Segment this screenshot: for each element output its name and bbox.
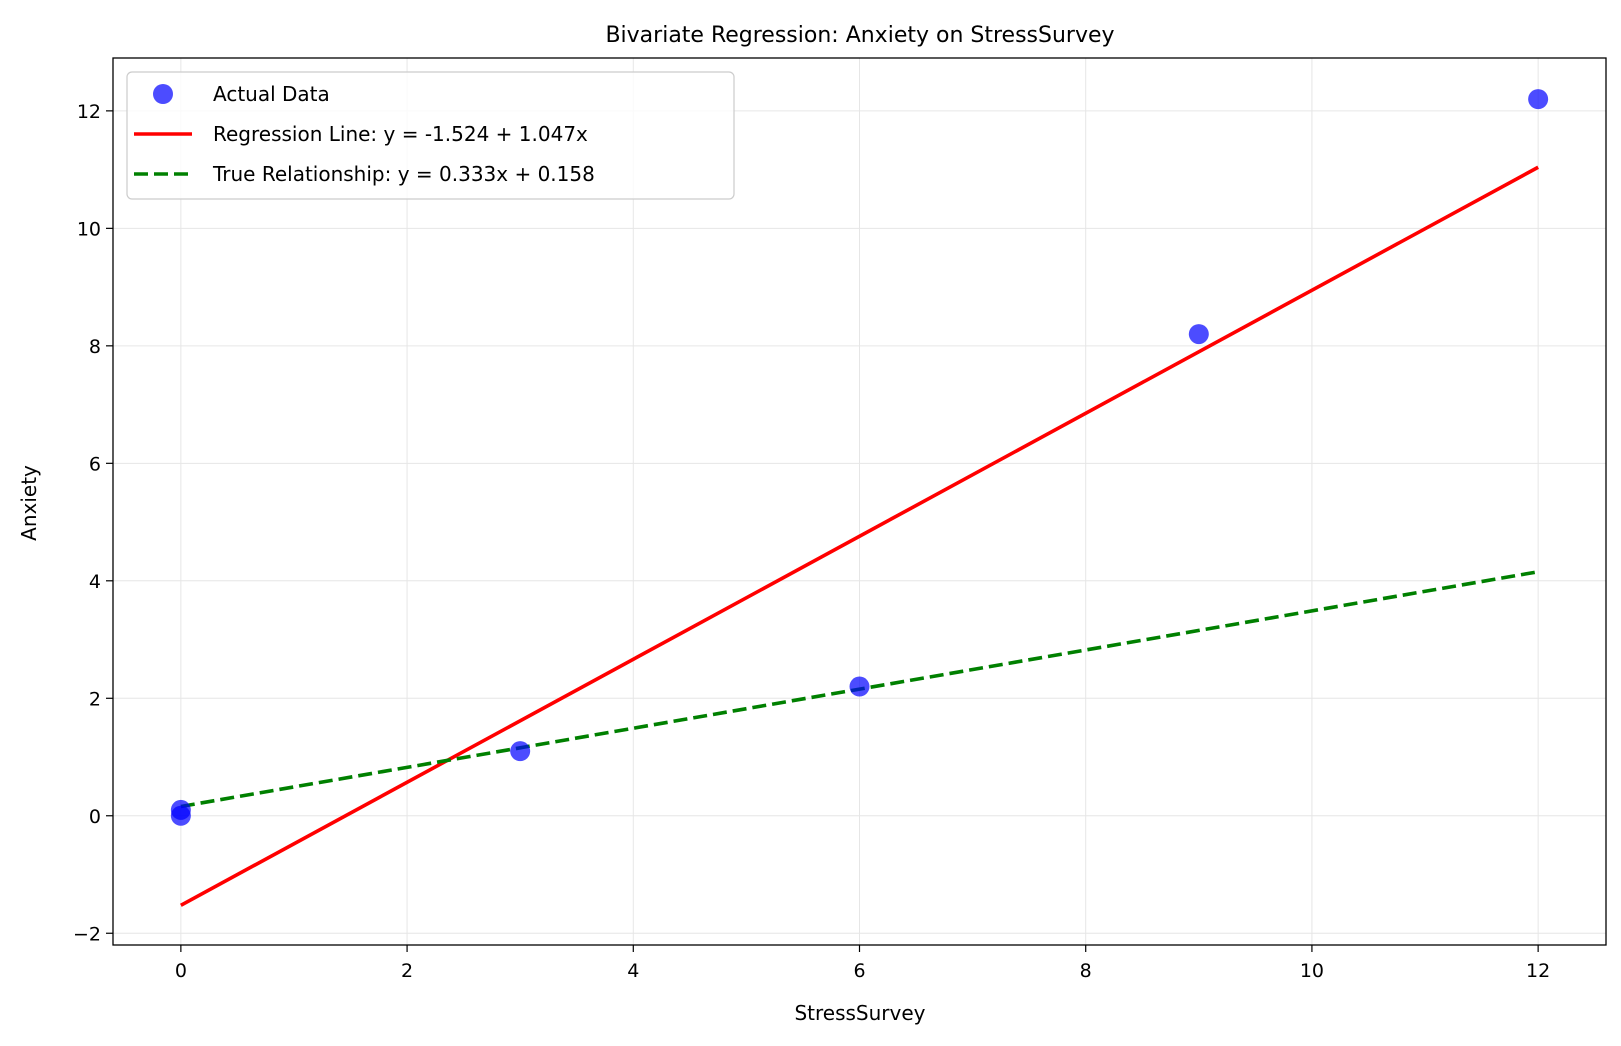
y-tick-label: 4 [89, 571, 101, 593]
x-tick-label: 10 [1300, 960, 1324, 982]
x-tick-label: 4 [627, 960, 639, 982]
y-tick-label: 10 [77, 218, 101, 240]
plot-area [170, 89, 1549, 907]
data-point [849, 676, 870, 697]
legend: Actual Data Regression Line: y = -1.524 +… [126, 71, 735, 200]
regression-line [180, 165, 1539, 907]
data-point [1188, 324, 1209, 345]
y-tick-label: 8 [89, 336, 101, 358]
x-tick-label: 0 [175, 960, 187, 982]
x-tick-label: 6 [853, 960, 865, 982]
data-point [1528, 89, 1549, 110]
y-tick-label: 12 [77, 101, 101, 123]
x-axis: 0 2 4 6 8 10 12 [175, 945, 1550, 982]
grid [113, 58, 1606, 945]
y-axis-label: Anxiety [17, 465, 41, 541]
x-tick-label: 8 [1080, 960, 1092, 982]
data-point [170, 799, 191, 820]
y-tick-label: 6 [89, 453, 101, 475]
legend-label: Actual Data [213, 82, 330, 106]
x-axis-label: StressSurvey [794, 1001, 925, 1025]
y-tick-label: 2 [89, 688, 101, 710]
chart-title: Bivariate Regression: Anxiety on StressS… [605, 23, 1114, 48]
legend-marker [153, 84, 173, 104]
x-tick-label: 2 [401, 960, 413, 982]
data-point [510, 741, 531, 762]
legend-label: True Relationship: y = 0.333x + 0.158 [212, 162, 595, 186]
y-axis: −2 0 2 4 6 8 10 12 [73, 101, 113, 945]
y-tick-label: −2 [73, 923, 101, 945]
legend-box [126, 71, 735, 200]
legend-label: Regression Line: y = -1.524 + 1.047x [213, 122, 588, 146]
x-tick-label: 12 [1526, 960, 1550, 982]
y-tick-label: 0 [89, 806, 101, 828]
